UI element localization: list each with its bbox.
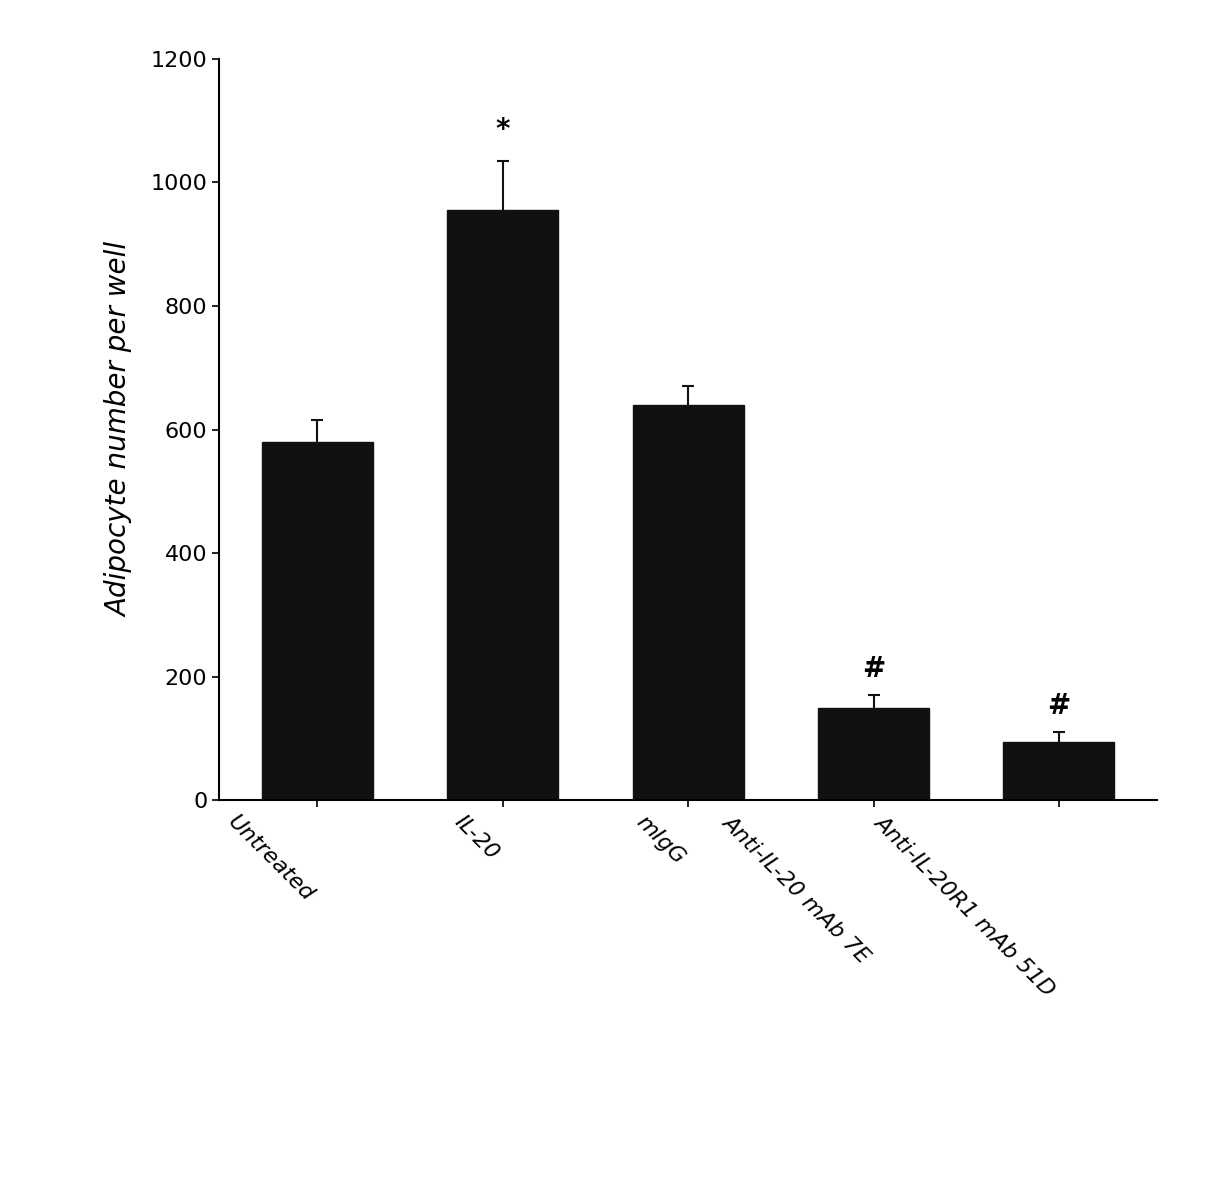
- Bar: [262, 443, 373, 800]
- Bar: [818, 707, 929, 800]
- Y-axis label: Adipocyte number per well: Adipocyte number per well: [106, 242, 134, 617]
- Bar: [447, 211, 558, 800]
- Text: #: #: [862, 654, 885, 683]
- Text: *: *: [496, 115, 510, 144]
- Text: #: #: [1047, 692, 1071, 720]
- Bar: [632, 405, 744, 800]
- Bar: [1004, 742, 1114, 800]
